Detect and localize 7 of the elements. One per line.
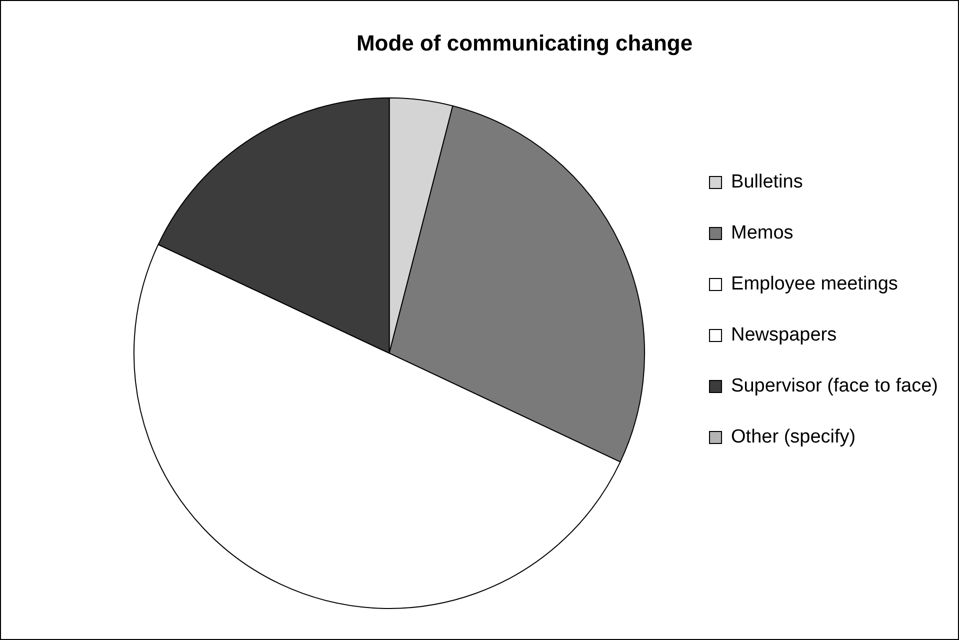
legend-label: Employee meetings: [731, 274, 898, 295]
legend-label: Newspapers: [731, 324, 837, 346]
chart-title: Mode of communicating change: [356, 30, 693, 56]
legend-label: Supervisor (face to face): [731, 376, 938, 397]
legend-label: Other (specify): [731, 426, 856, 448]
legend-label: Bulletins: [731, 172, 803, 193]
legend-label: Memos: [731, 222, 794, 244]
